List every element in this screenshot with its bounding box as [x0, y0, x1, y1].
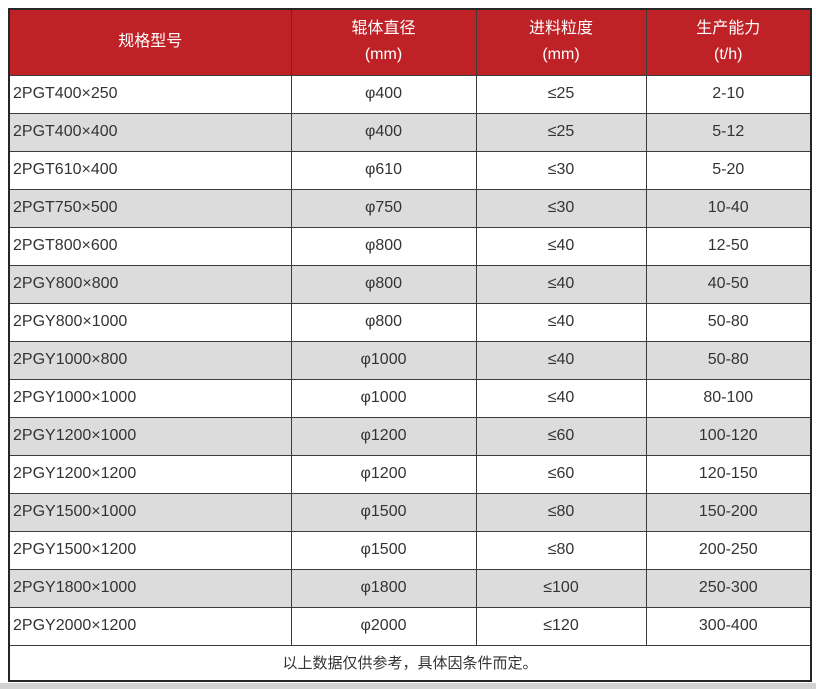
table-body: 2PGT400×250 φ400 ≤25 2-10 2PGT400×400 φ400 ≤25… — [8, 74, 812, 646]
column-unit: (t/h) — [714, 46, 743, 64]
capacity-cell: 250-300 — [645, 568, 812, 608]
bottom-shadow-strip — [0, 683, 816, 689]
column-header-roller-diameter: 辊体直径 (mm) — [290, 8, 477, 76]
table-row: 2PGY1500×1200 φ1500 ≤80 200-250 — [8, 530, 812, 570]
table-row: 2PGY1500×1000 φ1500 ≤80 150-200 — [8, 492, 812, 532]
column-unit: (mm) — [364, 46, 403, 64]
feed-size-cell: ≤100 — [475, 568, 647, 608]
capacity-cell: 50-80 — [645, 340, 812, 380]
model-cell: 2PGY1800×1000 — [8, 568, 292, 608]
feed-size-cell: ≤25 — [475, 74, 647, 114]
table-row: 2PGY1000×1000 φ1000 ≤40 80-100 — [8, 378, 812, 418]
feed-size-cell: ≤40 — [475, 302, 647, 342]
diameter-cell: φ400 — [290, 112, 477, 152]
column-unit: (mm) — [542, 46, 580, 64]
capacity-cell: 300-400 — [645, 606, 812, 646]
feed-size-cell: ≤30 — [475, 188, 647, 228]
footer-note: 以上数据仅供参考，具体因条件而定。 — [8, 644, 812, 682]
feed-size-cell: ≤80 — [475, 492, 647, 532]
feed-size-cell: ≤40 — [475, 264, 647, 304]
column-header-feed-size: 进料粒度 (mm) — [475, 8, 647, 76]
feed-size-cell: ≤40 — [475, 340, 647, 380]
table-header: 规格型号 辊体直径 (mm) 进料粒度 (mm) 生产能力 (t/h) — [8, 8, 812, 76]
capacity-cell: 5-12 — [645, 112, 812, 152]
model-cell: 2PGY800×800 — [8, 264, 292, 304]
model-cell: 2PGY1200×1000 — [8, 416, 292, 456]
diameter-cell: φ750 — [290, 188, 477, 228]
table-footer: 以上数据仅供参考，具体因条件而定。 — [8, 644, 812, 682]
model-cell: 2PGT610×400 — [8, 150, 292, 190]
capacity-cell: 5-20 — [645, 150, 812, 190]
capacity-cell: 12-50 — [645, 226, 812, 266]
model-cell: 2PGY1200×1200 — [8, 454, 292, 494]
table-row: 2PGY1000×800 φ1000 ≤40 50-80 — [8, 340, 812, 380]
column-label: 辊体直径 — [351, 20, 416, 38]
table-row: 2PGT750×500 φ750 ≤30 10-40 — [8, 188, 812, 228]
table-row: 2PGT610×400 φ610 ≤30 5-20 — [8, 150, 812, 190]
model-cell: 2PGT750×500 — [8, 188, 292, 228]
model-cell: 2PGT800×600 — [8, 226, 292, 266]
table-row: 2PGY1200×1000 φ1200 ≤60 100-120 — [8, 416, 812, 456]
diameter-cell: φ1500 — [290, 530, 477, 570]
table-row: 2PGY800×1000 φ800 ≤40 50-80 — [8, 302, 812, 342]
table-row: 2PGT400×250 φ400 ≤25 2-10 — [8, 74, 812, 114]
feed-size-cell: ≤120 — [475, 606, 647, 646]
capacity-cell: 150-200 — [645, 492, 812, 532]
model-cell: 2PGT400×400 — [8, 112, 292, 152]
model-cell: 2PGT400×250 — [8, 74, 292, 114]
diameter-cell: φ2000 — [290, 606, 477, 646]
spec-table-container: 规格型号 辊体直径 (mm) 进料粒度 (mm) 生产能力 (t/h) 2PGT400×25… — [8, 8, 812, 682]
model-cell: 2PGY800×1000 — [8, 302, 292, 342]
diameter-cell: φ800 — [290, 264, 477, 304]
diameter-cell: φ800 — [290, 226, 477, 266]
feed-size-cell: ≤80 — [475, 530, 647, 570]
model-cell: 2PGY1000×1000 — [8, 378, 292, 418]
model-cell: 2PGY1000×800 — [8, 340, 292, 380]
column-header-capacity: 生产能力 (t/h) — [645, 8, 812, 76]
diameter-cell: φ1200 — [290, 454, 477, 494]
feed-size-cell: ≤25 — [475, 112, 647, 152]
diameter-cell: φ1000 — [290, 378, 477, 418]
diameter-cell: φ800 — [290, 302, 477, 342]
diameter-cell: φ1000 — [290, 340, 477, 380]
model-cell: 2PGY1500×1200 — [8, 530, 292, 570]
feed-size-cell: ≤30 — [475, 150, 647, 190]
table-row: 2PGY1200×1200 φ1200 ≤60 120-150 — [8, 454, 812, 494]
capacity-cell: 80-100 — [645, 378, 812, 418]
model-cell: 2PGY1500×1000 — [8, 492, 292, 532]
table-row: 2PGY2000×1200 φ2000 ≤120 300-400 — [8, 606, 812, 646]
header-row: 规格型号 辊体直径 (mm) 进料粒度 (mm) 生产能力 (t/h) — [8, 8, 812, 76]
capacity-cell: 120-150 — [645, 454, 812, 494]
model-cell: 2PGY2000×1200 — [8, 606, 292, 646]
feed-size-cell: ≤40 — [475, 226, 647, 266]
column-header-model: 规格型号 — [8, 8, 292, 76]
table-row: 2PGT400×400 φ400 ≤25 5-12 — [8, 112, 812, 152]
capacity-cell: 50-80 — [645, 302, 812, 342]
column-label: 规格型号 — [118, 33, 183, 51]
capacity-cell: 40-50 — [645, 264, 812, 304]
capacity-cell: 100-120 — [645, 416, 812, 456]
column-label: 进料粒度 — [528, 20, 593, 38]
feed-size-cell: ≤60 — [475, 454, 647, 494]
diameter-cell: φ1800 — [290, 568, 477, 608]
feed-size-cell: ≤60 — [475, 416, 647, 456]
footer-row: 以上数据仅供参考，具体因条件而定。 — [8, 644, 812, 682]
capacity-cell: 10-40 — [645, 188, 812, 228]
table-row: 2PGY800×800 φ800 ≤40 40-50 — [8, 264, 812, 304]
table-row: 2PGY1800×1000 φ1800 ≤100 250-300 — [8, 568, 812, 608]
spec-table: 规格型号 辊体直径 (mm) 进料粒度 (mm) 生产能力 (t/h) 2PGT400×25… — [8, 8, 812, 682]
diameter-cell: φ400 — [290, 74, 477, 114]
diameter-cell: φ1200 — [290, 416, 477, 456]
capacity-cell: 2-10 — [645, 74, 812, 114]
diameter-cell: φ610 — [290, 150, 477, 190]
capacity-cell: 200-250 — [645, 530, 812, 570]
diameter-cell: φ1500 — [290, 492, 477, 532]
feed-size-cell: ≤40 — [475, 378, 647, 418]
table-row: 2PGT800×600 φ800 ≤40 12-50 — [8, 226, 812, 266]
column-label: 生产能力 — [696, 20, 761, 38]
